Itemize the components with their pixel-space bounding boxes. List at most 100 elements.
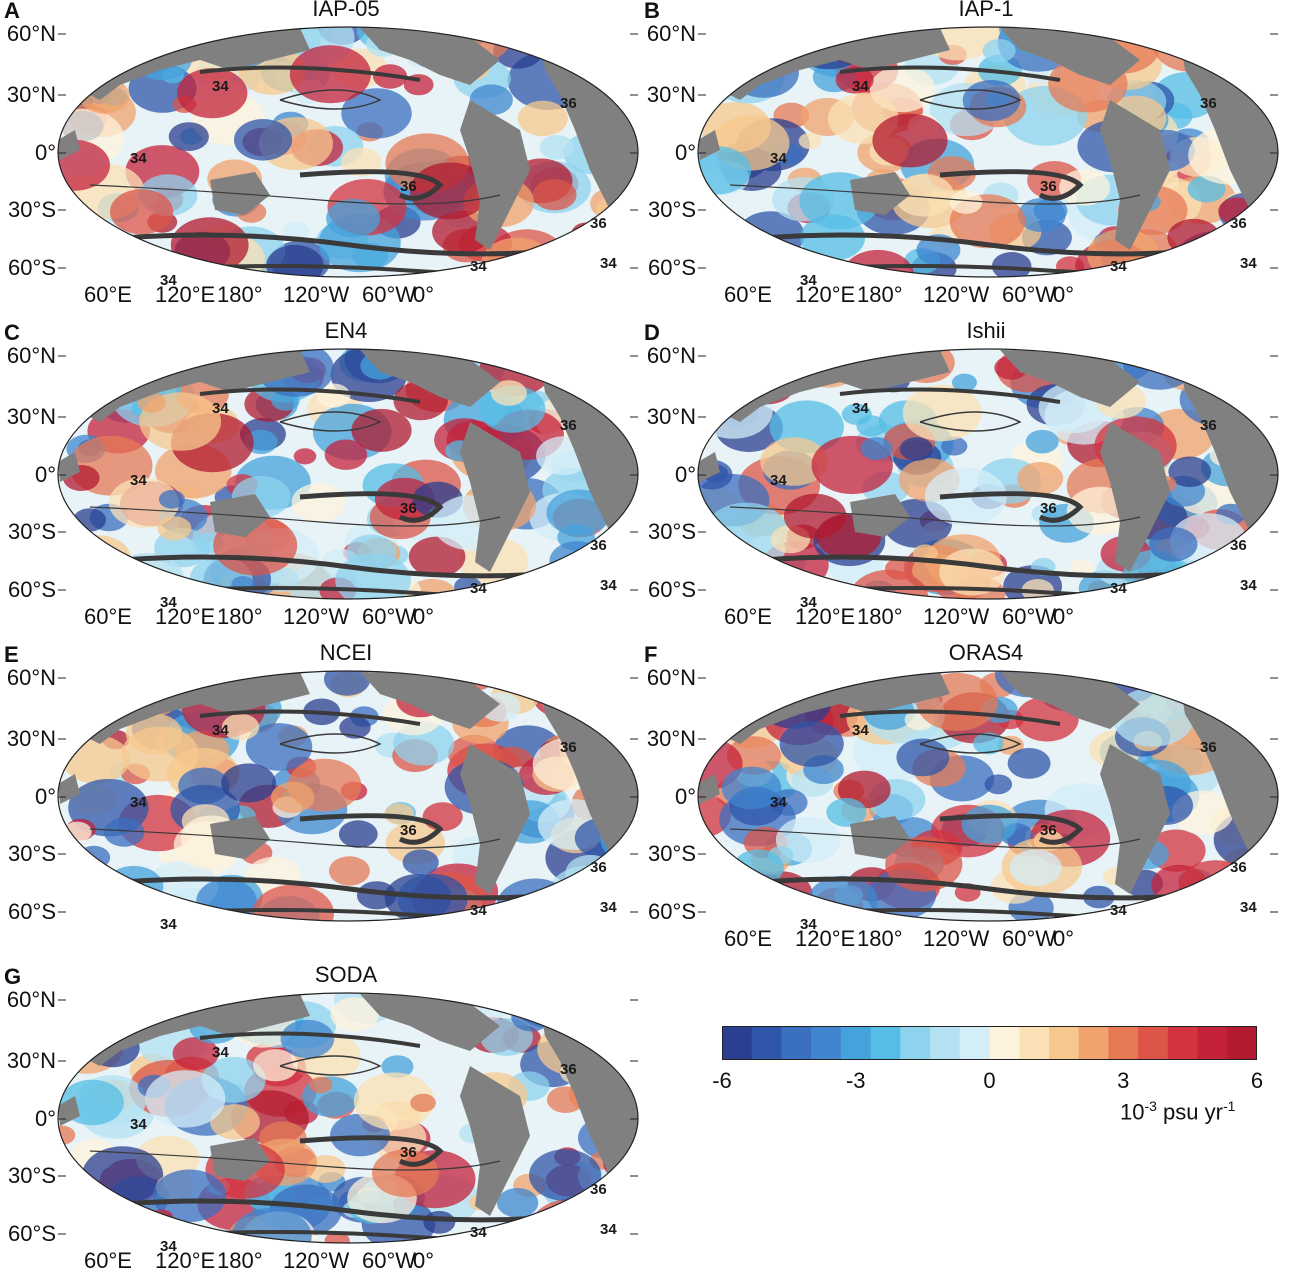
- lon-label: 60°E: [724, 604, 772, 629]
- lat-label: 60°N: [6, 987, 56, 1012]
- map-panel-c: 34 36 34 36 36 34 34 34 C EN4 60°N 30°N 0° 30°S 60°S 60…: [0, 318, 640, 642]
- lon-label: 120°W: [283, 604, 350, 629]
- contour-label: 34: [1240, 255, 1257, 272]
- lat-label: 30°S: [8, 841, 56, 866]
- lon-label: 180°: [217, 1248, 263, 1273]
- contour-label: 36: [400, 178, 417, 195]
- contour-label: 36: [590, 1181, 607, 1198]
- panel-title: SODA: [314, 962, 378, 987]
- contour-label: 34: [1110, 580, 1127, 597]
- lat-label: 30°N: [646, 726, 696, 751]
- lon-label: 120°E: [155, 282, 216, 307]
- lat-label: 30°S: [8, 519, 56, 544]
- contour-label: 34: [600, 577, 617, 594]
- lat-label: 30°S: [8, 1163, 56, 1188]
- lon-label: 120°E: [795, 604, 856, 629]
- contour-label: 34: [130, 1116, 147, 1133]
- contour-label: 34: [600, 899, 617, 916]
- contour-label: 36: [400, 822, 417, 839]
- lon-label: 120°E: [155, 604, 216, 629]
- lat-label: 60°S: [8, 577, 56, 602]
- contour-label: 34: [800, 916, 817, 933]
- lon-label: 120°E: [795, 926, 856, 951]
- contour-label: 34: [770, 794, 787, 811]
- lat-label: 0°: [674, 784, 696, 809]
- lon-label: 180°: [217, 604, 263, 629]
- map-plot: [697, 26, 1279, 278]
- contour-label: 34: [160, 916, 177, 933]
- lat-label: 30°N: [6, 726, 56, 751]
- contour-label: 34: [1110, 258, 1127, 275]
- lon-label: 0°: [413, 604, 435, 629]
- panel-letter: D: [644, 320, 660, 345]
- map-panel-a: 34 36 34 36 36 34 34 34 A IAP-05 60°N 30°N 0° 30°S 60°…: [0, 0, 640, 320]
- lon-label: 180°: [217, 282, 263, 307]
- lon-label: 120°W: [923, 604, 990, 629]
- contour-label: 36: [560, 95, 577, 112]
- map-plot: [57, 670, 639, 922]
- panel-title: IAP-1: [958, 0, 1014, 21]
- lat-label: 60°N: [6, 665, 56, 690]
- lat-label: 60°S: [8, 1221, 56, 1246]
- map-panel-e: 34 36 34 36 36 34 34 34 E NCEI 60°N 30°N 0° 30°S 60°S: [0, 640, 640, 964]
- contour-label: 34: [130, 794, 147, 811]
- map-panel-b: 34 36 34 36 36 34 34 34 B IAP-1 60°N 30°N 0° 30°S 60°S…: [640, 0, 1280, 320]
- lat-label: 30°N: [646, 82, 696, 107]
- contour-label: 34: [770, 472, 787, 489]
- lat-label: 60°N: [646, 343, 696, 368]
- panel-title: EN4: [324, 318, 368, 343]
- contour-label: 34: [212, 400, 229, 417]
- map-plot: [57, 992, 639, 1244]
- panel-title: Ishii: [966, 318, 1006, 343]
- lon-label: 60°E: [84, 604, 132, 629]
- map-panel-f: 34 36 34 36 36 34 34 34 F ORAS4 60°N 30°N 0° 30°S 60°S…: [640, 640, 1280, 964]
- map-plot: [697, 670, 1279, 922]
- contour-label: 36: [590, 859, 607, 876]
- panel-letter: A: [4, 0, 20, 23]
- contour-label: 34: [770, 150, 787, 167]
- lon-label: 0°: [413, 1248, 435, 1273]
- panel-letter: F: [644, 642, 658, 667]
- lat-label: 30°N: [6, 1048, 56, 1073]
- panel-letter: B: [644, 0, 660, 23]
- colorbar-tick: 3: [1117, 1068, 1130, 1093]
- lon-label: 0°: [1053, 926, 1075, 951]
- contour-label: 34: [1240, 899, 1257, 916]
- lon-label: 120°W: [923, 282, 990, 307]
- colorbar-tick: 0: [983, 1068, 996, 1093]
- lon-label: 120°W: [283, 282, 350, 307]
- map-panel-g: 34 36 34 36 36 34 34 34 G SODA 60°N 30°N 0° 30°S 60°S 6…: [0, 962, 640, 1286]
- lon-label: 120°W: [923, 926, 990, 951]
- contour-label: 36: [1200, 739, 1217, 756]
- contour-label: 36: [1200, 95, 1217, 112]
- lon-label: 180°: [857, 926, 903, 951]
- colorbar-tick: 6: [1250, 1068, 1264, 1093]
- panel-title: IAP-05: [312, 0, 380, 21]
- contour-label: 34: [1240, 577, 1257, 594]
- lat-label: 60°N: [6, 21, 56, 46]
- lat-label: 30°S: [648, 197, 696, 222]
- lon-label: 60°E: [724, 926, 772, 951]
- lat-label: 60°S: [648, 899, 696, 924]
- lon-label: 0°: [1053, 282, 1075, 307]
- contour-label: 34: [800, 594, 817, 611]
- lat-label: 60°S: [8, 255, 56, 280]
- lat-label: 30°S: [648, 841, 696, 866]
- contour-label: 34: [1110, 902, 1127, 919]
- lon-label: 60°W: [1002, 926, 1057, 951]
- lat-label: 60°N: [646, 665, 696, 690]
- lat-label: 60°S: [8, 899, 56, 924]
- lat-label: 0°: [674, 140, 696, 165]
- contour-label: 34: [852, 400, 869, 417]
- contour-label: 34: [212, 722, 229, 739]
- contour-label: 34: [600, 1221, 617, 1238]
- lon-label: 120°E: [155, 1248, 216, 1273]
- lon-label: 0°: [413, 282, 435, 307]
- contour-label: 34: [800, 272, 817, 289]
- lon-label: 120°E: [795, 282, 856, 307]
- lon-label: 60°W: [1002, 604, 1057, 629]
- contour-label: 36: [1230, 859, 1247, 876]
- contour-label: 34: [470, 258, 487, 275]
- contour-label: 36: [1040, 500, 1057, 517]
- contour-label: 34: [130, 472, 147, 489]
